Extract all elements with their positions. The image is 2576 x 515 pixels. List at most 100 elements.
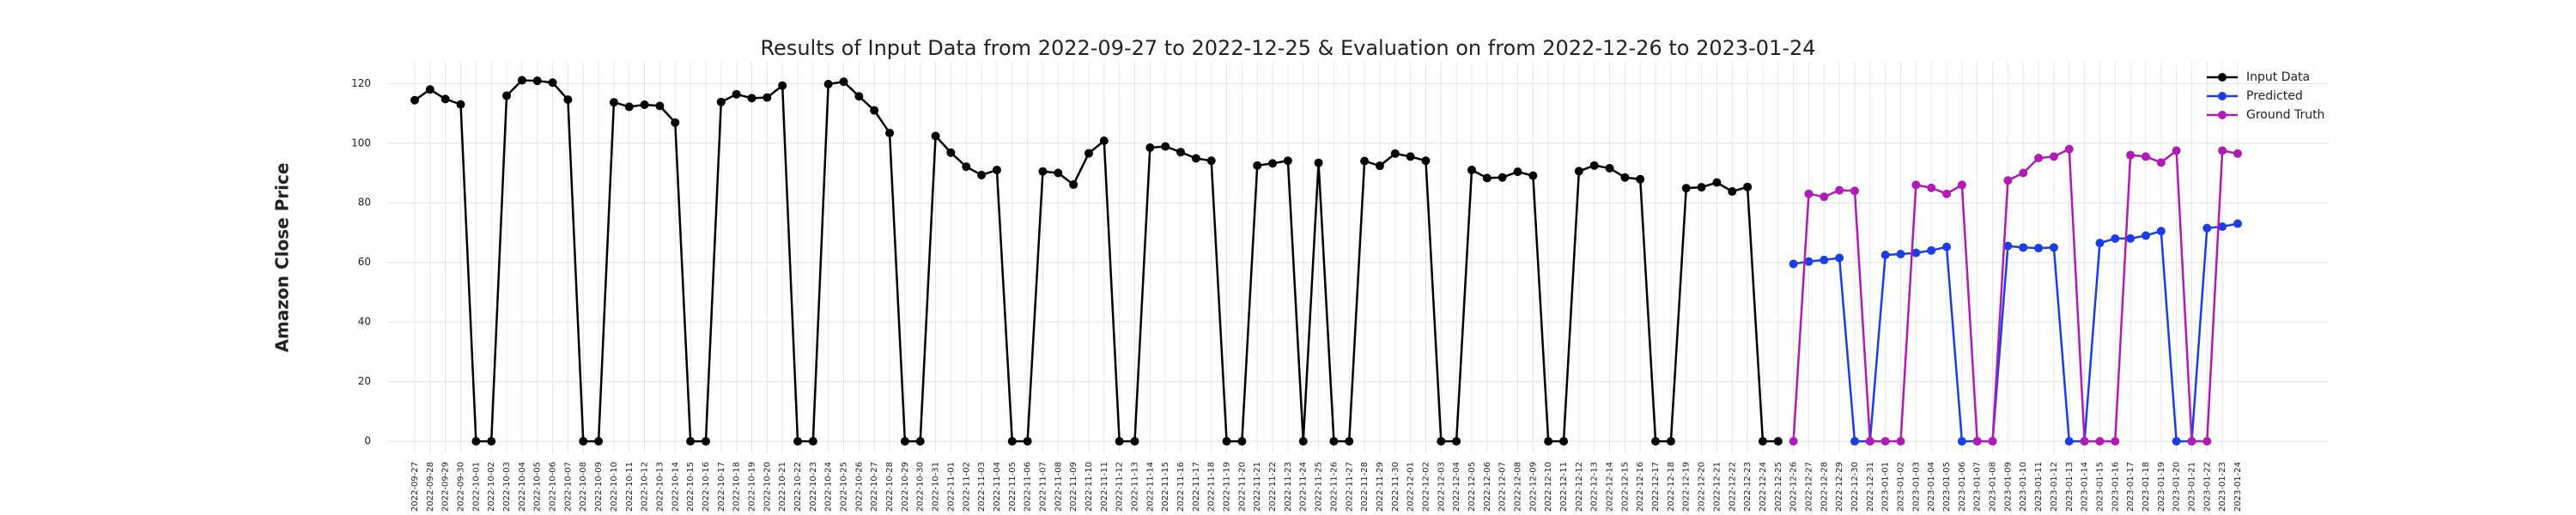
x-tick-label: 2022-10-24: [824, 462, 834, 512]
x-tick-label: 2023-01-06: [1958, 462, 1967, 512]
series-point: [579, 437, 588, 446]
series-point: [778, 81, 787, 90]
x-tick-label: 2022-11-13: [1130, 462, 1139, 512]
series-point: [1589, 161, 1599, 170]
series-point: [1115, 437, 1124, 446]
x-tick-label: 2022-10-31: [932, 462, 941, 512]
x-tick-label: 2022-10-19: [747, 462, 756, 512]
x-tick-label: 2022-11-07: [1038, 462, 1048, 512]
x-tick-label: 2022-12-31: [1866, 462, 1875, 512]
series-point: [1559, 437, 1569, 446]
x-tick-label: 2023-01-17: [2126, 462, 2136, 512]
series-point: [1880, 251, 1890, 260]
series-point: [471, 437, 481, 446]
series-point: [1804, 189, 1814, 198]
x-tick-label: 2022-10-16: [702, 462, 711, 512]
series-point: [962, 162, 971, 172]
series-point: [1896, 437, 1905, 446]
x-tick-label: 2022-11-16: [1176, 462, 1186, 512]
y-axis-label: Amazon Close Price: [272, 163, 293, 353]
series-point: [1820, 192, 1829, 202]
series-point: [1452, 437, 1461, 446]
x-tick-label: 2023-01-09: [2003, 462, 2013, 512]
x-tick-label: 2022-12-30: [1850, 462, 1860, 512]
x-tick-label: 2022-12-03: [1437, 462, 1446, 512]
series-point: [931, 131, 940, 141]
x-tick-label: 2022-10-22: [793, 462, 803, 512]
legend-label: Ground Truth: [2246, 108, 2324, 122]
x-tick-label: 2022-12-17: [1651, 462, 1661, 512]
series-line: [1792, 147, 2239, 443]
series-point: [1942, 242, 1952, 251]
series-point: [1069, 180, 1078, 190]
series-point: [2111, 437, 2120, 446]
x-tick-label: 2022-12-05: [1467, 462, 1477, 512]
series-point: [1988, 437, 1997, 446]
series-point: [563, 95, 573, 105]
x-tick-label: 2022-12-27: [1804, 462, 1814, 512]
series-point: [2156, 227, 2166, 236]
x-tick-label: 2022-10-17: [717, 462, 726, 512]
x-tick-label: 2022-09-28: [426, 462, 435, 512]
x-tick-label: 2022-12-07: [1498, 462, 1508, 512]
x-tick-label: 2022-11-29: [1376, 462, 1385, 512]
y-tick-label: 20: [358, 375, 371, 387]
series-point: [1620, 173, 1630, 182]
series-point: [1804, 257, 1814, 266]
x-tick-label: 2022-10-05: [533, 462, 543, 512]
x-tick-label: 2023-01-24: [2233, 462, 2243, 512]
series-point: [2095, 437, 2105, 446]
x-tick-label: 2023-01-02: [1897, 462, 1906, 512]
x-tick-label: 2022-10-29: [901, 462, 910, 512]
x-tick-label: 2022-10-30: [916, 462, 926, 512]
series-point: [1896, 249, 1905, 258]
y-tick-label: 60: [358, 256, 371, 268]
x-tick-label: 2022-12-16: [1636, 462, 1645, 512]
x-tick-label: 2022-11-15: [1161, 462, 1170, 512]
series-point: [1437, 437, 1446, 446]
series-point: [747, 94, 756, 103]
series-point: [1467, 166, 1476, 175]
x-tick-label: 2022-12-15: [1620, 462, 1630, 512]
x-tick-label: 2022-12-22: [1728, 462, 1737, 512]
series-point: [2233, 219, 2242, 228]
series-point: [2141, 231, 2150, 240]
legend-label: Input Data: [2246, 70, 2310, 84]
x-tick-label: 2022-11-18: [1207, 462, 1217, 512]
series-point: [2080, 437, 2089, 446]
series-point: [915, 437, 925, 446]
series-point: [1574, 167, 1583, 176]
series-point: [410, 95, 419, 105]
series-point: [2034, 244, 2044, 253]
series-point: [1345, 437, 1354, 446]
x-tick-label: 2022-10-27: [870, 462, 879, 512]
series-point: [701, 437, 710, 446]
x-tick-label: 2022-11-03: [977, 462, 987, 512]
x-tick-label: 2023-01-16: [2111, 462, 2120, 512]
x-tick-label: 2022-11-27: [1345, 462, 1354, 512]
x-tick-label: 2022-10-08: [579, 462, 588, 512]
series-point: [532, 76, 542, 86]
x-tick-label: 2022-12-12: [1575, 462, 1584, 512]
x-tick-label: 2022-11-25: [1315, 462, 1324, 512]
x-tick-label: 2022-09-29: [441, 462, 451, 512]
series-point: [854, 92, 864, 101]
series-point: [1206, 156, 1216, 166]
x-tick-label: 2022-10-10: [610, 462, 619, 512]
series-point: [1743, 182, 1753, 191]
series-point: [1054, 168, 1063, 178]
series-point: [1023, 437, 1032, 446]
series-point: [1038, 167, 1048, 176]
series-point: [624, 102, 634, 112]
x-tick-label: 2022-10-25: [840, 462, 849, 512]
series-point: [548, 78, 557, 88]
x-tick-label: 2022-10-20: [762, 462, 772, 512]
x-tick-label: 2022-11-12: [1115, 462, 1125, 512]
x-tick-label: 2023-01-04: [1927, 462, 1936, 512]
series-point: [425, 85, 434, 94]
x-tick-label: 2022-10-07: [563, 462, 573, 512]
x-tick-label: 2022-12-13: [1590, 462, 1600, 512]
x-tick-label: 2023-01-19: [2157, 462, 2166, 512]
x-tick-label: 2022-10-06: [549, 462, 558, 512]
series-point: [1222, 437, 1231, 446]
